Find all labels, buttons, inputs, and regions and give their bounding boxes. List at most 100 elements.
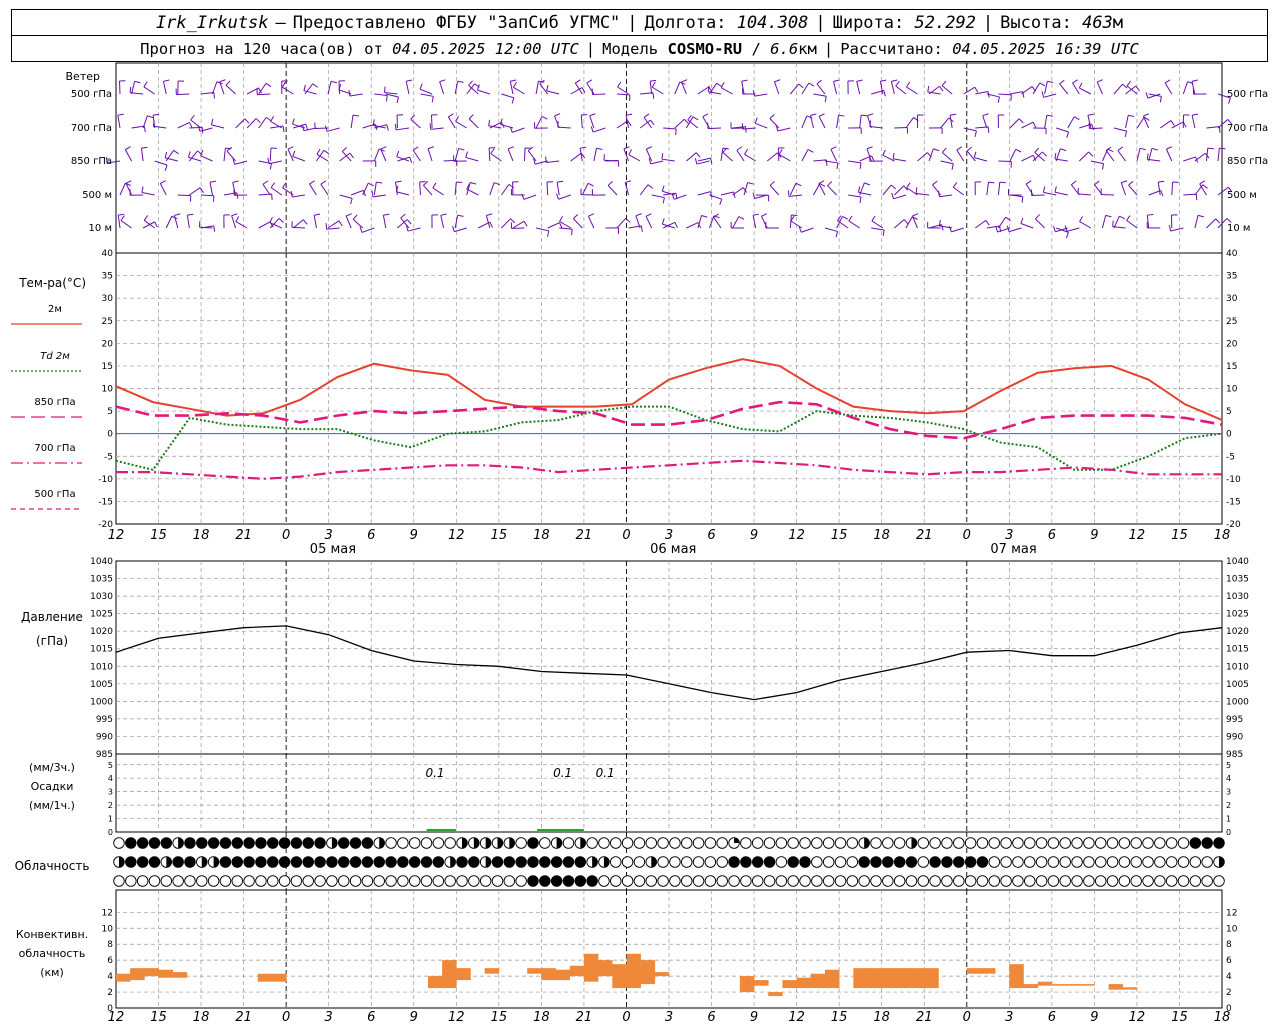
cloud-circle — [716, 875, 728, 887]
wind-barb — [468, 84, 479, 95]
wind-barb-feather — [410, 114, 416, 120]
wind-barb — [1066, 227, 1080, 232]
wind-barb-feather — [1197, 214, 1204, 218]
wind-barb-feather — [269, 163, 272, 170]
cloud-circle — [799, 856, 811, 868]
wind-barb — [1044, 81, 1048, 95]
y-tick-label-left: 1000 — [90, 697, 113, 707]
cloud-circle — [302, 837, 314, 849]
wind-barb — [345, 215, 352, 229]
time-tick-label: 9 — [750, 528, 758, 543]
wind-barb — [1182, 81, 1189, 95]
wind-barb-feather — [290, 190, 293, 198]
wind-barb-feather — [1065, 232, 1069, 239]
wind-barb — [512, 127, 525, 133]
wind-barb-feather — [956, 146, 963, 151]
wind-barb-feather — [493, 182, 500, 186]
cloud-circle — [1154, 875, 1166, 887]
wind-barb — [1125, 85, 1137, 95]
wind-barb — [1199, 183, 1207, 196]
wind-barb-feather — [882, 229, 885, 236]
wind-barb — [1170, 227, 1184, 232]
wind-barb — [556, 182, 560, 196]
wind-barb — [262, 183, 271, 196]
cloud-circle — [751, 837, 764, 849]
wind-barb — [720, 148, 724, 162]
wind-barb-feather — [1139, 147, 1146, 151]
cloud-circle — [692, 837, 705, 849]
cloud-circle — [586, 875, 598, 887]
wind-barb-feather — [456, 181, 463, 184]
cloud-circle — [125, 837, 137, 849]
convective-bar — [966, 968, 982, 974]
wind-barb-feather — [376, 181, 383, 184]
wind-barb-feather — [808, 82, 815, 87]
wind-barb-feather — [650, 119, 655, 126]
wind-barb-feather — [1032, 121, 1037, 128]
cloud-circle — [1165, 875, 1178, 887]
cloud-circle — [586, 837, 598, 849]
time-tick-label: 6 — [1048, 528, 1056, 543]
wind-barb-feather — [1097, 79, 1103, 83]
wind-barb — [1206, 218, 1217, 229]
wind-barb-feather — [952, 182, 958, 188]
y-tick-label-right: 990 — [1226, 732, 1243, 742]
wind-barb-feather — [859, 196, 862, 203]
wind-barb-feather — [338, 83, 342, 90]
wind-barb-feather — [627, 120, 632, 127]
wind-barb — [589, 115, 595, 129]
wind-barb — [674, 81, 681, 95]
time-tick-label: 6 — [1048, 1010, 1056, 1024]
wind-barb-feather — [1151, 147, 1158, 151]
wind-barb — [380, 148, 387, 162]
altitude-unit: м — [1112, 12, 1124, 33]
wind-barb — [997, 182, 1001, 196]
time-tick-label: 18 — [533, 1010, 550, 1024]
wind-barb-feather — [588, 213, 595, 217]
wind-barb — [199, 226, 213, 229]
header-sep: | — [982, 12, 994, 33]
wind-barb-feather — [154, 221, 158, 228]
cloud-circle — [645, 837, 658, 849]
wind-barb-feather — [559, 222, 563, 229]
y-tick-label-right: 1035 — [1226, 575, 1249, 585]
cloud-circle — [136, 856, 149, 868]
wind-barb-feather — [1219, 147, 1226, 150]
wind-barb-feather — [225, 80, 231, 86]
time-tick-label: 0 — [963, 528, 971, 543]
wind-barb-feather — [625, 217, 631, 223]
wind-level-label-right: 10 м — [1227, 223, 1250, 234]
wind-barb-feather — [143, 126, 146, 133]
wind-barb — [341, 151, 352, 162]
wind-barb — [628, 154, 641, 162]
wind-barb — [430, 114, 433, 129]
wind-barb — [410, 119, 421, 129]
wind-barb-feather — [265, 116, 272, 122]
precip-value-label: 0.1 — [425, 766, 444, 780]
cloud-circle — [692, 856, 705, 868]
wind-barb — [982, 115, 988, 129]
wind-barb-feather — [798, 83, 804, 89]
cloud-circle-half — [864, 837, 870, 849]
cloud-circle — [610, 837, 622, 849]
cloud-circle — [196, 875, 208, 887]
cloud-circle — [870, 875, 882, 887]
wind-barb — [939, 194, 953, 198]
wind-barb-feather — [1088, 151, 1094, 157]
cloud-circle — [1106, 875, 1119, 887]
wind-barb-feather — [1199, 180, 1206, 185]
time-tick-label: 3 — [1005, 528, 1013, 543]
wind-barb — [420, 93, 434, 97]
wind-barb — [535, 81, 539, 95]
wind-barb-feather — [838, 114, 845, 117]
wind-barb — [741, 81, 745, 95]
cloud-circle — [243, 856, 255, 868]
wind-barb — [432, 187, 444, 196]
wind-barb — [1032, 82, 1041, 95]
cloud-circle-half — [331, 837, 338, 849]
y-tick-label-left: 990 — [96, 732, 113, 742]
wind-barb-feather — [1025, 180, 1032, 185]
wind-barb — [713, 216, 722, 229]
wind-barb — [869, 126, 883, 129]
wind-barb-feather — [1041, 91, 1045, 98]
